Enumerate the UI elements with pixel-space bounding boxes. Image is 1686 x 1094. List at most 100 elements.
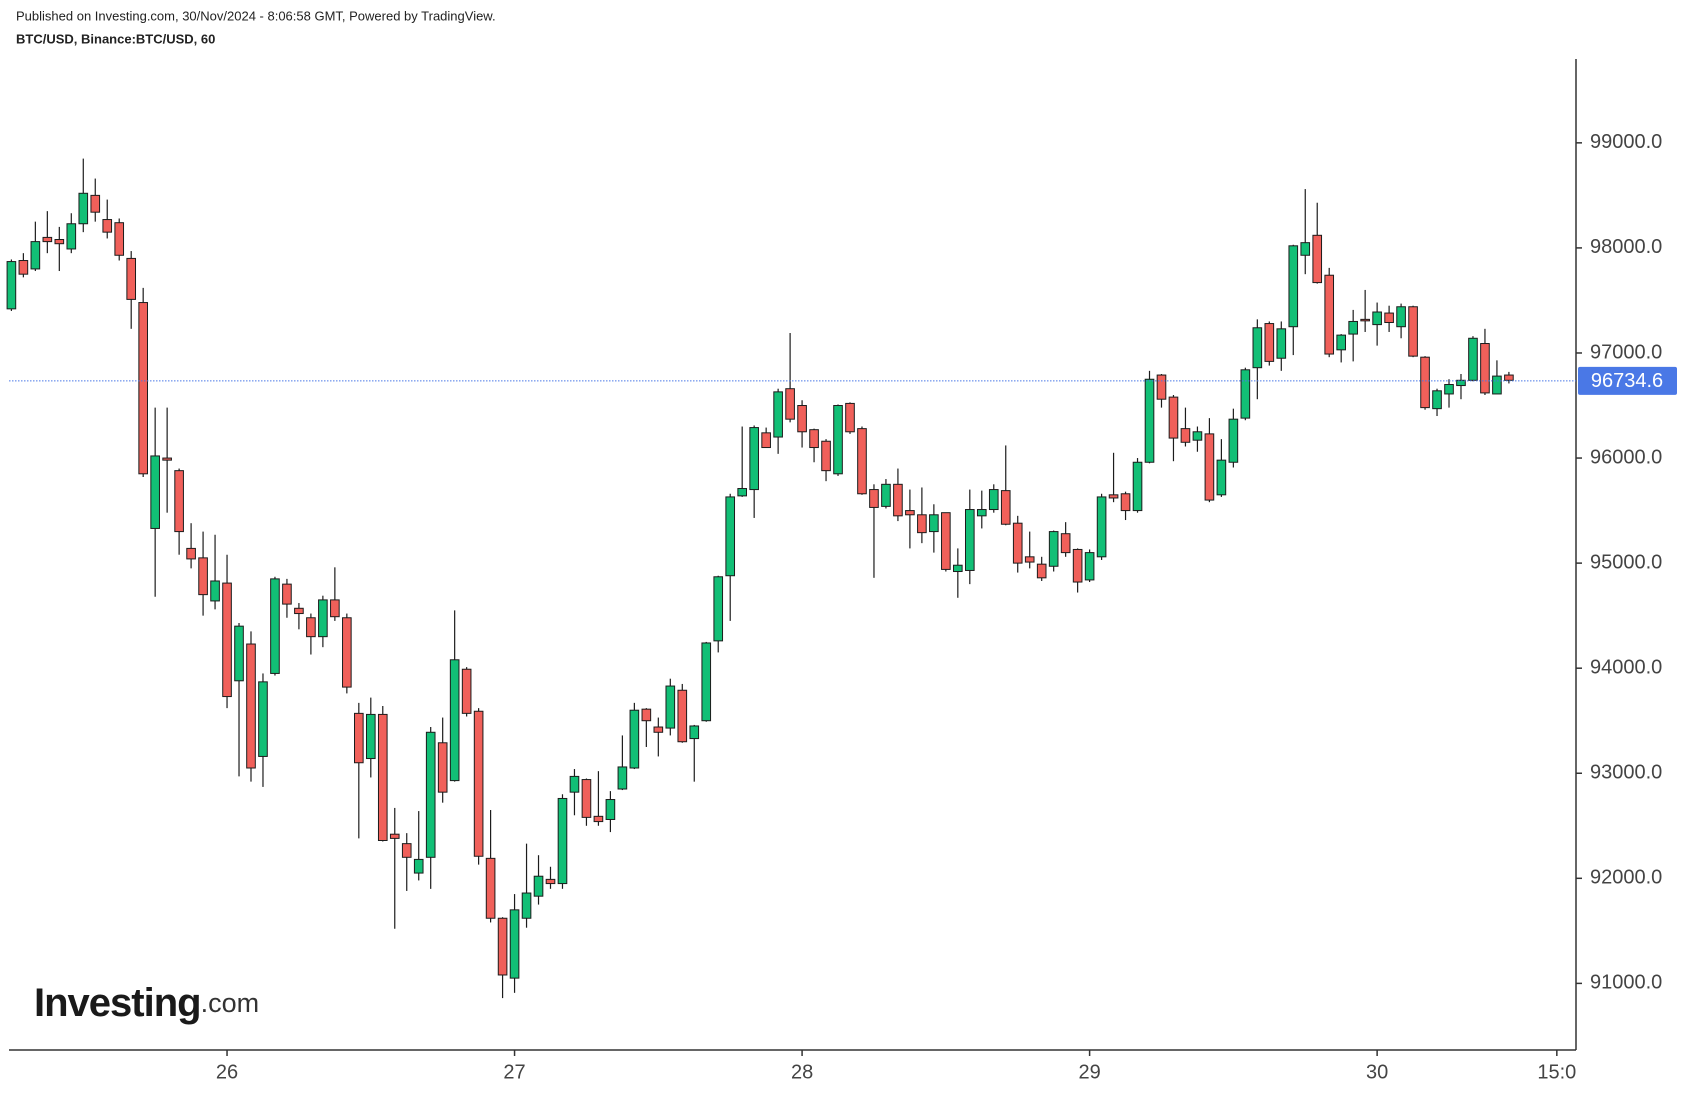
candle-body xyxy=(761,432,771,449)
candle-body xyxy=(258,681,268,757)
logo-brand: Investing xyxy=(34,981,201,1025)
logo: Investing.com xyxy=(34,981,259,1025)
candle-body xyxy=(797,405,807,433)
candle-body xyxy=(1180,428,1191,443)
candle-body xyxy=(282,583,292,605)
y-tick-label: 96000.0 xyxy=(1590,446,1662,468)
candle-body xyxy=(198,557,208,596)
candle-body xyxy=(377,713,388,841)
x-tick-label: 30 xyxy=(1366,1061,1388,1083)
candle-body xyxy=(1216,459,1227,496)
candle-body xyxy=(917,514,927,534)
candle-body xyxy=(1432,390,1442,410)
candle-body xyxy=(749,427,759,491)
candle-body xyxy=(1276,328,1287,359)
candle-body xyxy=(605,799,616,820)
candle-body xyxy=(701,642,712,722)
candle-body xyxy=(881,483,891,507)
candle-body xyxy=(66,223,77,250)
candle-body xyxy=(1120,493,1131,512)
candle-body xyxy=(30,241,41,270)
plot: 91000.0 92000.0 93000.0 94000.0 95000.0 96000… xyxy=(6,59,1677,1083)
candle-body xyxy=(425,731,436,858)
candle-body xyxy=(1084,552,1095,581)
candle-body xyxy=(318,599,328,638)
candle-body xyxy=(1300,242,1311,256)
candle-body xyxy=(941,512,951,570)
candle-body xyxy=(354,712,364,764)
candle-body xyxy=(401,843,412,858)
candle-body xyxy=(953,564,963,573)
candle-body xyxy=(42,236,53,243)
candle-body xyxy=(521,892,532,919)
candle-body xyxy=(665,685,676,729)
candle-body xyxy=(653,726,664,733)
y-tick-label: 92000.0 xyxy=(1590,867,1662,889)
candle-body xyxy=(641,708,652,722)
y-tick-label: 99000.0 xyxy=(1590,131,1662,153)
candle-body xyxy=(1492,375,1502,395)
candle-body xyxy=(593,815,604,823)
last-price-label: 96734.6 xyxy=(1591,370,1663,392)
candle-body xyxy=(365,713,376,760)
candle-body xyxy=(1420,356,1430,409)
candle-body xyxy=(773,391,783,438)
candle-body xyxy=(54,239,65,245)
candle-body xyxy=(1324,274,1335,355)
logo-suffix: .com xyxy=(201,988,260,1018)
candle-body xyxy=(1396,306,1406,328)
candle-body xyxy=(713,576,724,642)
candle-body xyxy=(1144,378,1155,463)
candle-body xyxy=(845,402,855,433)
candle-body xyxy=(210,580,220,602)
candle-body xyxy=(162,457,172,461)
candle-body xyxy=(1408,306,1418,357)
candle-body xyxy=(246,643,256,769)
candle-body xyxy=(1132,461,1143,512)
candle-body xyxy=(1384,312,1394,324)
candle-body xyxy=(1336,334,1347,351)
candle-body xyxy=(1000,490,1011,525)
candle-body xyxy=(1240,369,1251,419)
candle-body xyxy=(1444,384,1454,395)
candle-body xyxy=(1012,522,1023,564)
candle-body xyxy=(306,617,316,638)
candle-body xyxy=(1156,374,1167,400)
candle-body xyxy=(174,470,184,533)
candle-body xyxy=(821,440,831,472)
candle-body xyxy=(1048,531,1059,567)
candle-body xyxy=(389,833,400,839)
candle-body xyxy=(449,659,460,782)
y-tick-label: 91000.0 xyxy=(1590,972,1662,994)
candle-body xyxy=(509,909,520,979)
candle-body xyxy=(1252,327,1263,369)
candle-body xyxy=(497,917,508,976)
candle-body xyxy=(1312,234,1323,284)
candle-body xyxy=(1204,433,1215,501)
candle-body xyxy=(1168,396,1179,439)
candle-body xyxy=(1108,494,1119,499)
candle-body xyxy=(270,578,280,674)
candle-body xyxy=(581,779,592,818)
candle-body xyxy=(150,455,160,529)
candle-body xyxy=(1192,431,1203,441)
candle-body xyxy=(342,617,352,688)
candle-body xyxy=(1372,311,1382,326)
candle-body xyxy=(6,261,17,310)
y-tick-label: 98000.0 xyxy=(1590,236,1662,258)
candle-body xyxy=(1072,548,1083,583)
candle-body xyxy=(78,192,89,225)
candle-body xyxy=(976,509,987,517)
candle-body xyxy=(869,489,879,508)
candle-body xyxy=(437,742,448,793)
candle-body xyxy=(1228,418,1239,463)
candle-body xyxy=(857,428,867,495)
candle-body xyxy=(737,488,747,497)
candle-body xyxy=(1504,374,1514,381)
candle-body xyxy=(1468,337,1478,381)
candle-body xyxy=(785,388,795,420)
candle-body xyxy=(677,689,688,743)
candle-body xyxy=(893,483,903,517)
